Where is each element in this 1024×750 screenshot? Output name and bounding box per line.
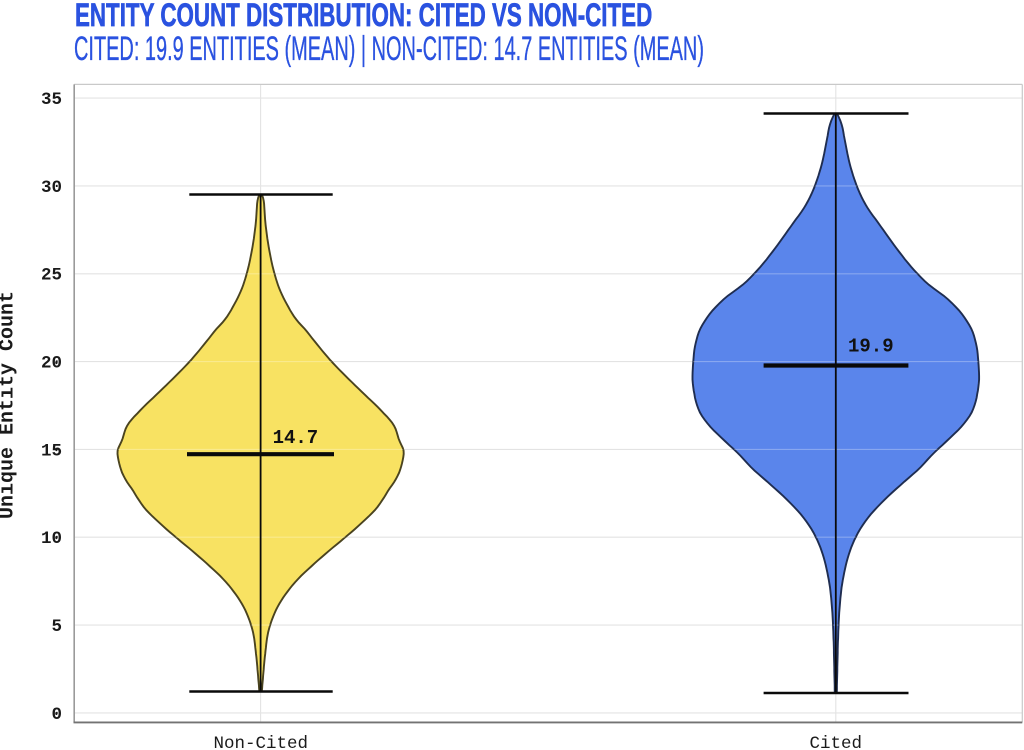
svg-text:25: 25 (41, 266, 62, 286)
svg-text:20: 20 (41, 354, 62, 374)
svg-text:Non-Cited: Non-Cited (213, 734, 308, 750)
svg-text:35: 35 (41, 90, 62, 110)
svg-text:19.9: 19.9 (848, 336, 894, 358)
svg-text:30: 30 (41, 178, 62, 198)
svg-text:10: 10 (41, 529, 62, 549)
svg-text:5: 5 (51, 617, 62, 637)
svg-text:Unique Entity Count: Unique Entity Count (0, 291, 20, 519)
svg-text:15: 15 (41, 441, 62, 461)
svg-text:Cited: Cited (810, 734, 863, 750)
svg-text:14.7: 14.7 (273, 427, 319, 449)
